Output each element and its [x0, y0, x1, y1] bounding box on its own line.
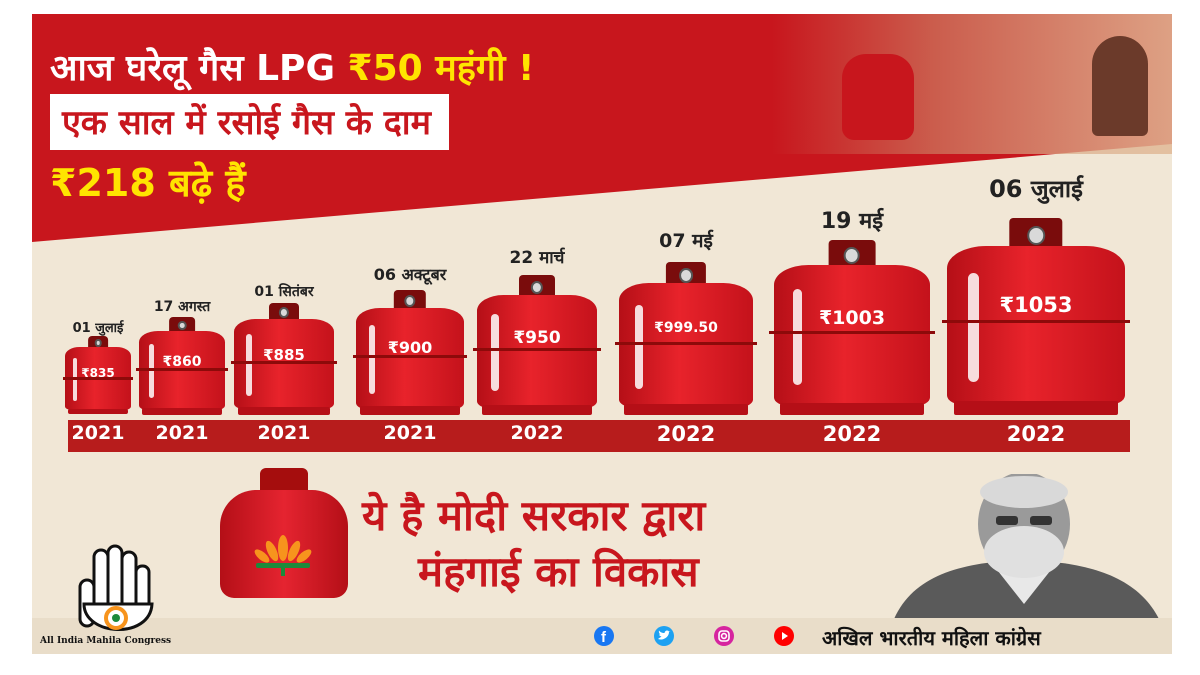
valve-icon: [828, 240, 876, 268]
photo-woman: [1092, 36, 1148, 136]
cylinder-foot: [954, 401, 1118, 415]
date-label: 22 मार्च: [509, 248, 565, 268]
cylinder-foot: [238, 407, 330, 415]
headline-line-2-box: एक साल में रसोई गैस के दाम: [50, 94, 449, 150]
cylinder-shine: [491, 314, 499, 392]
valve-icon: [269, 303, 299, 321]
year-label: 2021: [71, 422, 125, 444]
year-label: 2022: [1006, 422, 1066, 446]
org-name-english: All India Mahila Congress: [40, 636, 172, 646]
year-label: 2022: [510, 422, 564, 444]
cylinder-shine: [968, 273, 980, 382]
year-label: 2021: [257, 422, 311, 444]
twitter-icon[interactable]: [654, 626, 674, 646]
date-label: 01 जुलाई: [72, 321, 124, 336]
cylinder-shine: [246, 334, 252, 396]
date-label: 19 मई: [820, 209, 884, 234]
date-label: 07 मई: [659, 230, 713, 252]
price-label: ₹1053: [999, 292, 1073, 317]
valve-icon: [519, 275, 555, 298]
headline-line-3: ₹218 बढ़े हैं: [50, 161, 246, 205]
headline-highlight: ₹50 महंगी !: [347, 48, 535, 89]
price-label: ₹950: [513, 328, 561, 349]
cylinder-band: [941, 320, 1131, 324]
cylinder-band: [614, 341, 758, 345]
year-label: 2021: [383, 422, 437, 444]
headline-line-2: एक साल में रसोई गैस के दाम: [62, 103, 431, 143]
cylinder-foot: [67, 408, 129, 414]
gas-cylinder-icon: ₹950: [473, 275, 601, 415]
gas-cylinder-icon: ₹885: [231, 303, 337, 415]
cylinder-foot: [481, 405, 593, 415]
poster: आज घरेलू गैस LPG ₹50 महंगी ! एक साल में …: [32, 14, 1172, 654]
valve-icon: [88, 336, 108, 349]
cylinder-band: [231, 361, 337, 365]
date-label: 06 अक्टूबर: [373, 265, 447, 284]
date-label: 06 जुलाई: [989, 175, 1083, 203]
bjp-cylinder: [220, 468, 348, 602]
year-label: 2022: [656, 422, 716, 446]
cylinder-band: [63, 376, 133, 380]
cylinder-shine: [792, 289, 803, 386]
price-label: ₹835: [81, 365, 115, 380]
cylinder-band: [769, 331, 935, 334]
gas-cylinder-icon: ₹835: [63, 336, 133, 414]
congress-hand-logo-icon: [78, 544, 154, 631]
bottom-line-1: ये है मोदी सरकार द्वारा: [362, 491, 706, 540]
headline-line-1: आज घरेलू गैस LPG ₹50 महंगी !: [50, 42, 534, 91]
instagram-icon[interactable]: [714, 626, 734, 646]
leader-portrait: [874, 474, 1172, 619]
gas-cylinder-icon: ₹999.50: [614, 262, 758, 415]
org-name-hindi: अखिल भारतीय महिला कांग्रेस: [822, 626, 1041, 650]
gas-cylinder-icon: ₹1053: [941, 218, 1131, 415]
gas-cylinder-icon: ₹860: [136, 317, 228, 415]
photo-cylinder-icon: [842, 54, 914, 140]
price-label: ₹999.50: [654, 320, 718, 337]
cylinder-body: [220, 490, 348, 598]
price-label: ₹860: [162, 354, 202, 371]
kitchen-photo: [772, 14, 1172, 154]
cylinder-foot: [624, 404, 748, 415]
cylinder-foot: [142, 408, 222, 415]
year-bar: [68, 420, 1130, 452]
price-label: ₹900: [387, 337, 433, 357]
price-label: ₹885: [263, 345, 305, 364]
cylinder-foot: [780, 402, 924, 415]
valve-icon: [1009, 218, 1063, 250]
date-label: 17 अगस्त: [153, 299, 211, 315]
cylinder-foot: [360, 406, 460, 415]
youtube-icon[interactable]: [774, 626, 794, 646]
cylinder-band: [352, 355, 468, 358]
cylinder-shine: [368, 325, 376, 394]
price-label: ₹1003: [818, 306, 886, 329]
headline-prefix: आज घरेलू गैस LPG: [50, 48, 348, 89]
gas-cylinder-icon: ₹1003: [769, 240, 935, 415]
svg-text:f: f: [601, 629, 607, 646]
cylinder-band: [136, 367, 228, 371]
valve-icon: [665, 262, 707, 287]
year-label: 2022: [822, 422, 882, 446]
date-label: 01 सितंबर: [254, 284, 314, 300]
gas-cylinder-icon: ₹900: [352, 290, 468, 415]
facebook-icon[interactable]: f: [594, 626, 614, 646]
lotus-icon: [254, 535, 312, 576]
year-label: 2021: [155, 422, 209, 444]
valve-icon: [169, 317, 195, 333]
valve-icon: [393, 290, 427, 310]
cylinder-shine: [149, 344, 155, 399]
cylinder-band: [473, 347, 601, 351]
bottom-line-2: मंहगाई का विकास: [418, 547, 699, 596]
cylinder-shine: [635, 304, 644, 389]
